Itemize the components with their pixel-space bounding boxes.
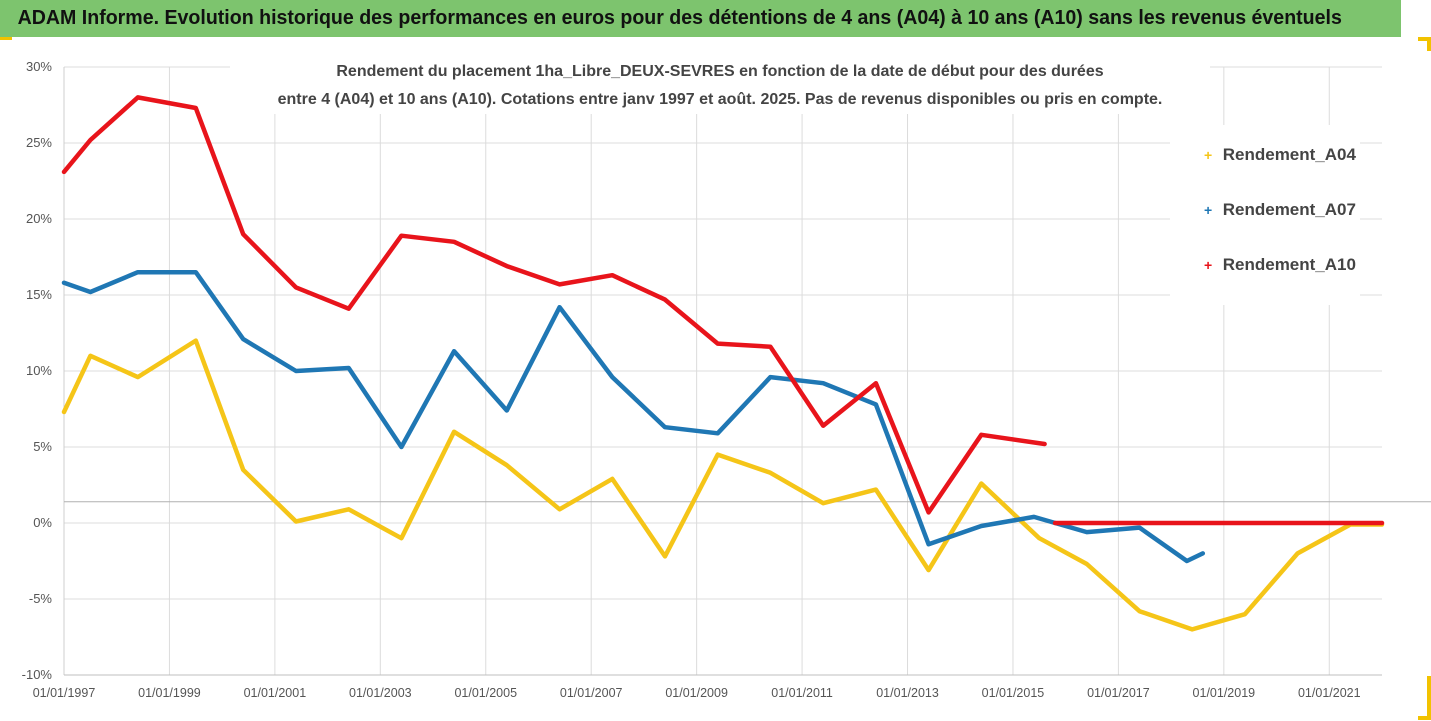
x-tick-label: 01/01/2007	[560, 686, 623, 700]
x-tick-label: 01/01/1999	[138, 686, 201, 700]
corner-accent-br-v	[1427, 676, 1431, 720]
y-tick-label: 0%	[33, 515, 52, 530]
x-tick-label: 01/01/2011	[771, 686, 833, 700]
y-tick-label: 25%	[26, 135, 52, 150]
series-line-a10	[61, 95, 1047, 515]
legend-label-a04: Rendement_A04	[1222, 145, 1356, 164]
corner-accent-tl	[0, 37, 12, 40]
legend-item-a04: + Rendement_A04	[1204, 145, 1356, 169]
chart-legend: + Rendement_A04 + Rendement_A07 + Rendem…	[1170, 125, 1360, 305]
banner-title: ADAM Informe. Evolution historique des p…	[0, 0, 1401, 37]
x-tick-label: 01/01/2001	[244, 686, 307, 700]
corner-accent-tr-v	[1427, 37, 1431, 51]
legend-label-a10: Rendement_A10	[1222, 255, 1356, 274]
x-tick-label: 01/01/2005	[454, 686, 517, 700]
x-tick-label: 01/01/2017	[1087, 686, 1150, 700]
y-tick-label: 10%	[26, 363, 52, 378]
x-tick-label: 01/01/2019	[1193, 686, 1256, 700]
x-tick-label: 01/01/2003	[349, 686, 412, 700]
series-line-a04	[61, 338, 1385, 632]
y-tick-label: 15%	[26, 287, 52, 302]
legend-marker-a07: +	[1204, 202, 1213, 218]
corner-accent-br	[1418, 716, 1431, 720]
legend-marker-a04: +	[1204, 147, 1213, 163]
y-tick-label: 30%	[26, 59, 52, 74]
y-tick-label: -5%	[29, 591, 53, 606]
legend-item-a07: + Rendement_A07	[1204, 200, 1356, 224]
legend-marker-a10: +	[1204, 257, 1213, 273]
chart-title-line-1: Rendement du placement 1ha_Libre_DEUX-SE…	[336, 63, 1104, 80]
y-tick-label: 5%	[33, 439, 52, 454]
y-tick-label: 20%	[26, 211, 52, 226]
corner-accent-tr	[1418, 37, 1431, 41]
x-tick-label: 01/01/2013	[876, 686, 939, 700]
chart-title-line-2: entre 4 (A04) et 10 ans (A10). Cotations…	[277, 91, 1163, 108]
x-tick-label: 01/01/2021	[1298, 686, 1361, 700]
series-line-a07	[61, 269, 1206, 564]
x-tick-label: 01/01/1997	[33, 686, 96, 700]
y-tick-label: -10%	[22, 667, 53, 682]
legend-label-a07: Rendement_A07	[1222, 200, 1356, 219]
x-tick-label: 01/01/2009	[665, 686, 728, 700]
legend-item-a10: + Rendement_A10	[1204, 255, 1356, 279]
chart-title: Rendement du placement 1ha_Libre_DEUX-SE…	[230, 58, 1210, 114]
x-tick-label: 01/01/2015	[982, 686, 1045, 700]
